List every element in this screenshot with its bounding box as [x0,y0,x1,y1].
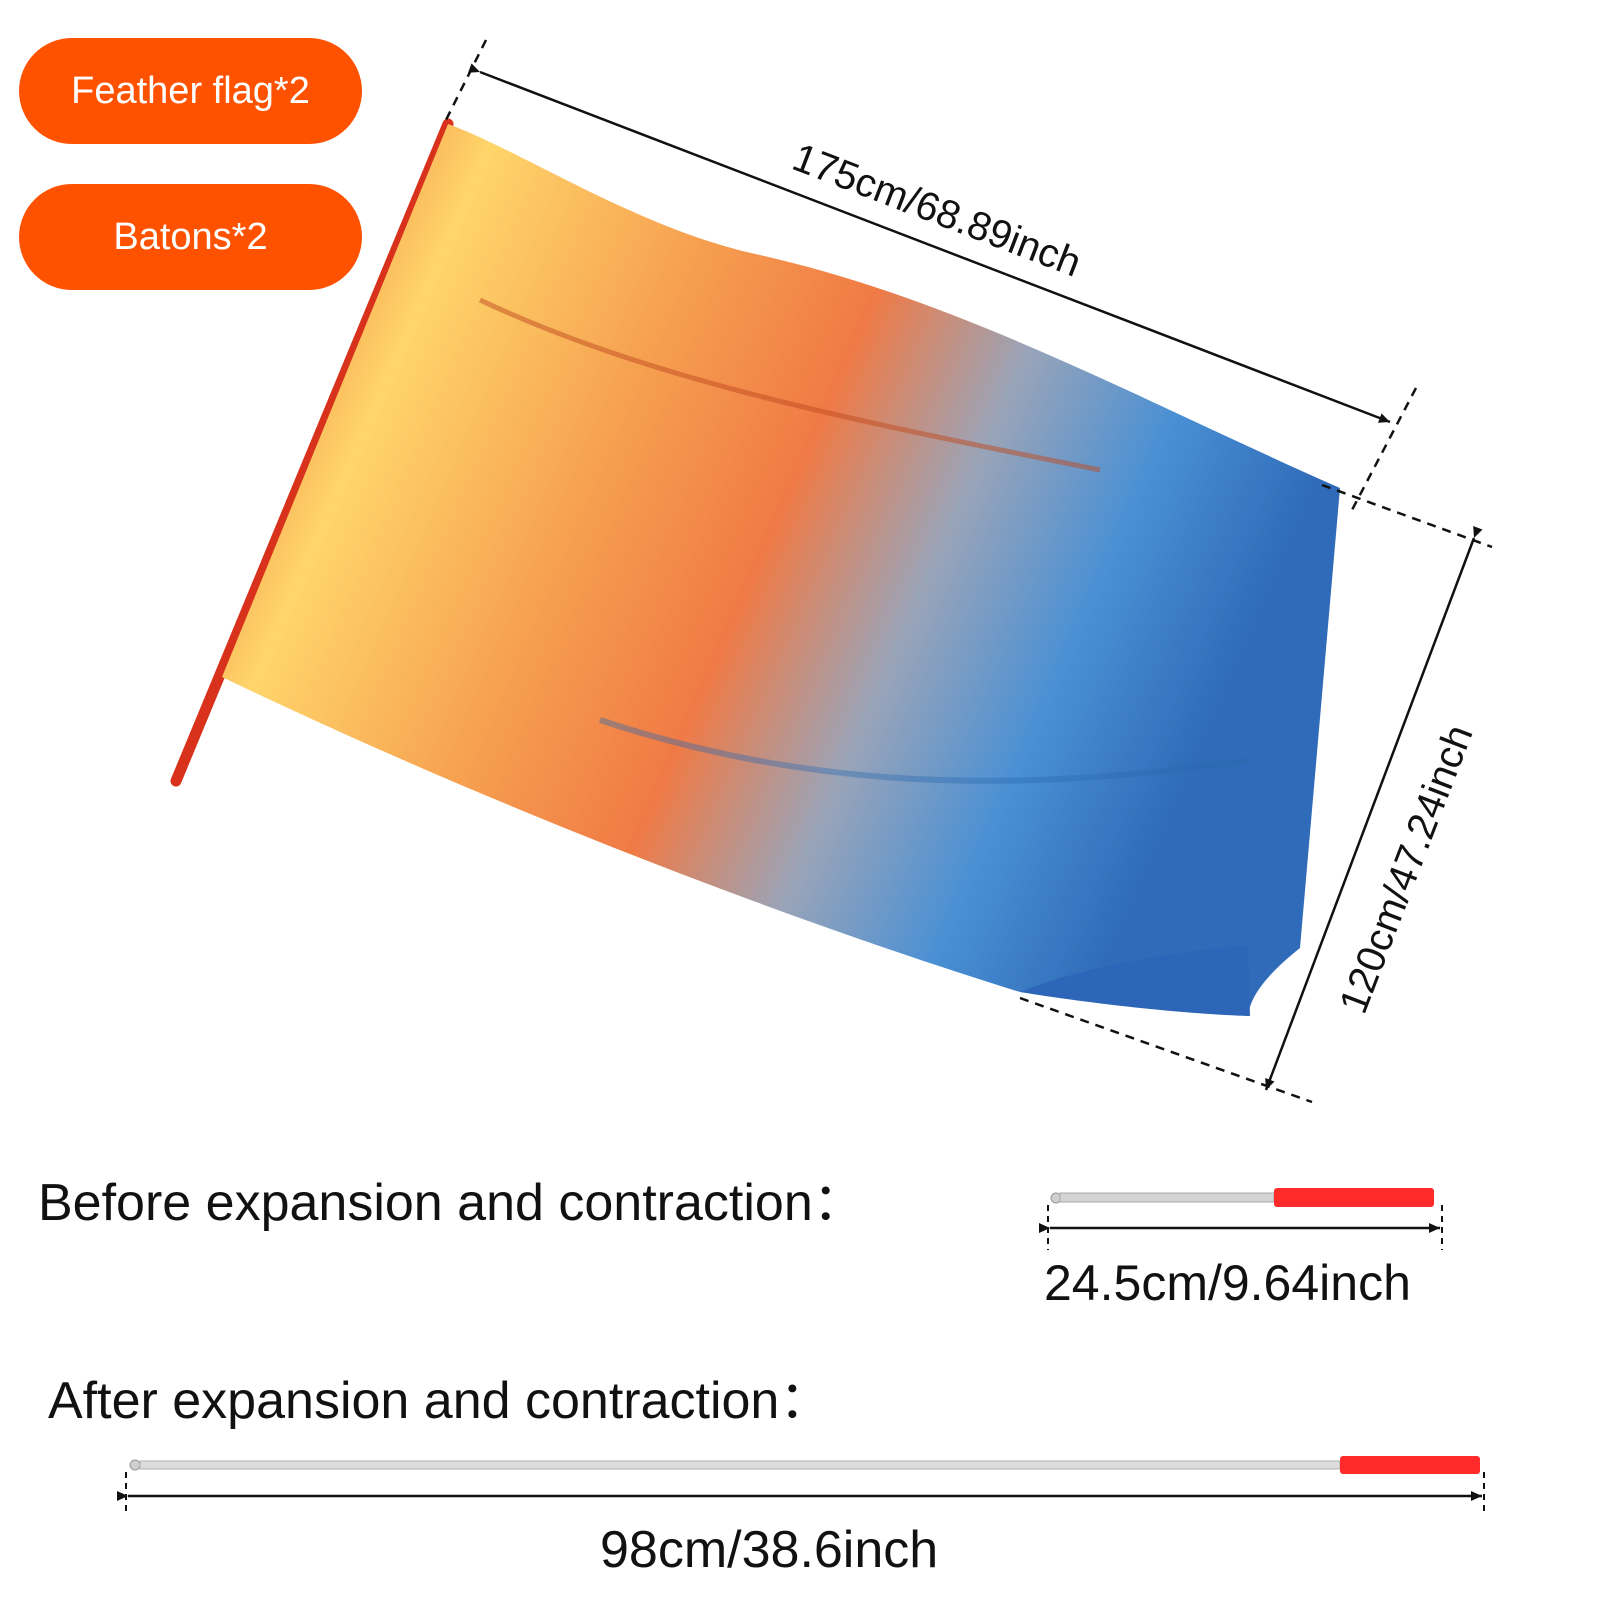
before-expansion-label: Before expansion and contraction： [38,1174,865,1232]
feather-flag-badge: Feather flag*2 [19,38,362,144]
width-guide-left [444,39,488,121]
batons-badge: Batons*2 [19,184,362,290]
height-arrow [1264,525,1483,1091]
width-arrow [467,63,1391,424]
after-expansion-label: After expansion and contraction： [48,1372,832,1430]
flag-corner-fold [1020,945,1250,1016]
width-guide-right [1350,387,1418,511]
collapsed-length-label: 24.5cm/9.64inch [1044,1255,1411,1311]
flag-fold-shadow [599,717,1251,784]
baton-collapsed [1050,1188,1434,1207]
height-guide-top [1321,483,1493,549]
extended-length-label: 98cm/38.6inch [600,1521,939,1579]
baton-extended [129,1456,1480,1474]
flag-height-label: 120cm/47.24inch [1331,719,1481,1019]
flag-pole [170,118,454,787]
height-guide-bottom [1019,996,1313,1104]
flag-width-label: 175cm/68.89inch [787,135,1087,285]
